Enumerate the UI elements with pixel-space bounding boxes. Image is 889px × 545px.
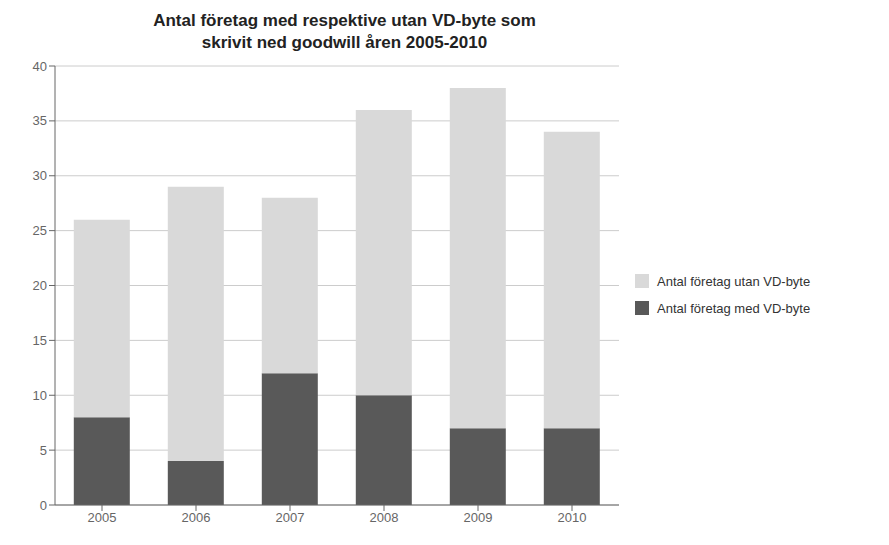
svg-text:10: 10 — [33, 388, 47, 403]
svg-text:2010: 2010 — [558, 510, 587, 525]
svg-text:5: 5 — [40, 443, 47, 458]
html-text:Antal företag utan VD-byte: Antal företag utan VD-byte — [657, 273, 811, 289]
svg-text:2008: 2008 — [370, 510, 399, 525]
html-text:skrivit ned goodwill åren 2005: skrivit ned goodwill åren 2005-2010 — [201, 33, 488, 52]
svg-text:35: 35 — [33, 113, 47, 128]
html-text:Antal företag med respektive u: Antal företag med respektive utan VD-byt… — [153, 11, 536, 30]
svg-text:0: 0 — [40, 498, 47, 513]
svg-text:15: 15 — [33, 333, 47, 348]
svg-text:20: 20 — [33, 278, 47, 293]
html-text:Antal företag med VD-byte: Antal företag med VD-byte — [657, 300, 811, 316]
svg-text:2006: 2006 — [182, 510, 211, 525]
svg-text:2007: 2007 — [276, 510, 305, 525]
svg-text:25: 25 — [33, 223, 47, 238]
svg-text:2005: 2005 — [88, 510, 117, 525]
svg-text:2009: 2009 — [464, 510, 493, 525]
svg-text:30: 30 — [33, 168, 47, 183]
svg-text:40: 40 — [33, 59, 47, 74]
